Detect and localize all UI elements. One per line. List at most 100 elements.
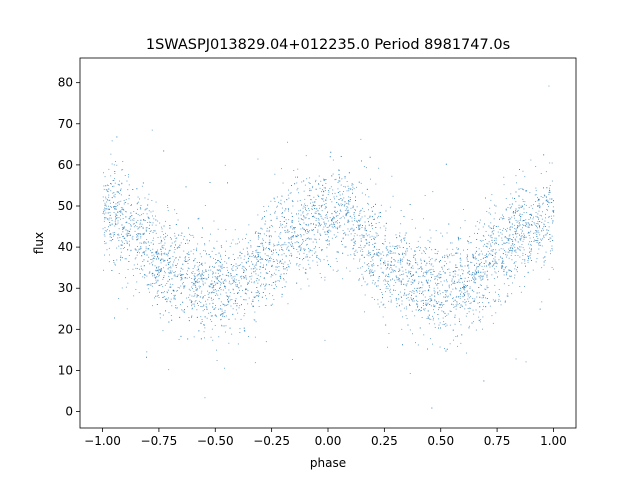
- data-point: [243, 315, 245, 317]
- data-point: [382, 294, 383, 295]
- data-point: [300, 228, 302, 230]
- data-point: [190, 250, 192, 252]
- data-point: [493, 258, 495, 260]
- data-point: [221, 265, 223, 267]
- data-point: [374, 239, 375, 240]
- data-point: [482, 269, 484, 270]
- data-point: [203, 271, 205, 273]
- data-point: [415, 342, 416, 344]
- data-point: [271, 265, 273, 267]
- data-point: [539, 244, 541, 246]
- data-point: [463, 286, 465, 287]
- data-point: [418, 309, 420, 310]
- data-point: [157, 295, 158, 297]
- data-point: [270, 235, 272, 237]
- data-point: [432, 343, 433, 345]
- data-point: [482, 294, 484, 296]
- data-point: [186, 277, 188, 279]
- data-point: [321, 205, 322, 207]
- data-point: [314, 205, 316, 206]
- data-point: [202, 270, 203, 272]
- data-point: [423, 308, 424, 310]
- data-point: [454, 316, 456, 318]
- data-point: [520, 249, 521, 251]
- data-point: [104, 218, 106, 220]
- data-point: [520, 218, 521, 220]
- data-point: [529, 237, 531, 239]
- data-point: [364, 221, 366, 223]
- data-point: [509, 222, 511, 224]
- data-point: [149, 291, 150, 293]
- data-point: [440, 281, 442, 283]
- data-point: [515, 265, 516, 267]
- data-point: [110, 233, 112, 235]
- data-point: [375, 242, 377, 244]
- data-point: [248, 265, 250, 267]
- data-point: [403, 273, 405, 275]
- data-point: [354, 251, 356, 253]
- data-point: [449, 272, 451, 274]
- data-point: [308, 251, 310, 253]
- data-point: [103, 185, 105, 187]
- data-point: [223, 267, 225, 268]
- data-point: [220, 314, 221, 316]
- data-point: [480, 279, 482, 281]
- data-point: [201, 277, 203, 279]
- data-point: [332, 218, 333, 219]
- data-point: [221, 324, 223, 326]
- data-point: [458, 238, 460, 240]
- data-point: [498, 244, 499, 245]
- data-point: [156, 304, 158, 305]
- data-point: [351, 239, 353, 241]
- data-point: [288, 266, 290, 267]
- data-point: [538, 232, 540, 234]
- data-point: [114, 196, 116, 198]
- data-point: [200, 286, 201, 288]
- data-point: [344, 177, 346, 179]
- data-point: [115, 264, 116, 266]
- data-point: [436, 276, 438, 277]
- data-point: [109, 217, 111, 219]
- data-point: [495, 205, 497, 207]
- data-point: [292, 220, 294, 222]
- data-point: [457, 304, 459, 306]
- data-point: [166, 254, 168, 255]
- data-point: [360, 267, 362, 269]
- data-point: [157, 249, 158, 251]
- data-point: [270, 304, 272, 306]
- data-point: [440, 232, 442, 234]
- data-point: [280, 273, 282, 275]
- data-point: [181, 274, 183, 275]
- data-point: [453, 339, 454, 341]
- data-point: [541, 230, 543, 232]
- data-point: [328, 229, 330, 231]
- data-point: [302, 207, 304, 209]
- data-point: [522, 220, 524, 222]
- data-point: [125, 286, 127, 288]
- data-point: [523, 225, 525, 226]
- data-point: [265, 272, 267, 274]
- data-point: [476, 258, 477, 260]
- data-point: [274, 231, 276, 233]
- data-point: [295, 227, 296, 228]
- data-point: [161, 292, 163, 294]
- data-point: [511, 259, 513, 261]
- data-point: [331, 237, 333, 239]
- data-point: [463, 283, 465, 285]
- data-point: [115, 161, 116, 162]
- data-point: [238, 307, 240, 309]
- data-point: [374, 270, 376, 272]
- data-point: [157, 294, 159, 296]
- data-point: [549, 162, 551, 164]
- data-point: [224, 286, 226, 288]
- data-point: [284, 241, 286, 243]
- data-point: [168, 264, 169, 265]
- data-point: [455, 336, 457, 337]
- data-point: [499, 218, 500, 220]
- data-point: [157, 237, 159, 238]
- data-point: [327, 194, 329, 195]
- data-point: [518, 207, 520, 209]
- data-point: [191, 272, 192, 274]
- data-point: [161, 231, 163, 233]
- data-point: [264, 223, 266, 225]
